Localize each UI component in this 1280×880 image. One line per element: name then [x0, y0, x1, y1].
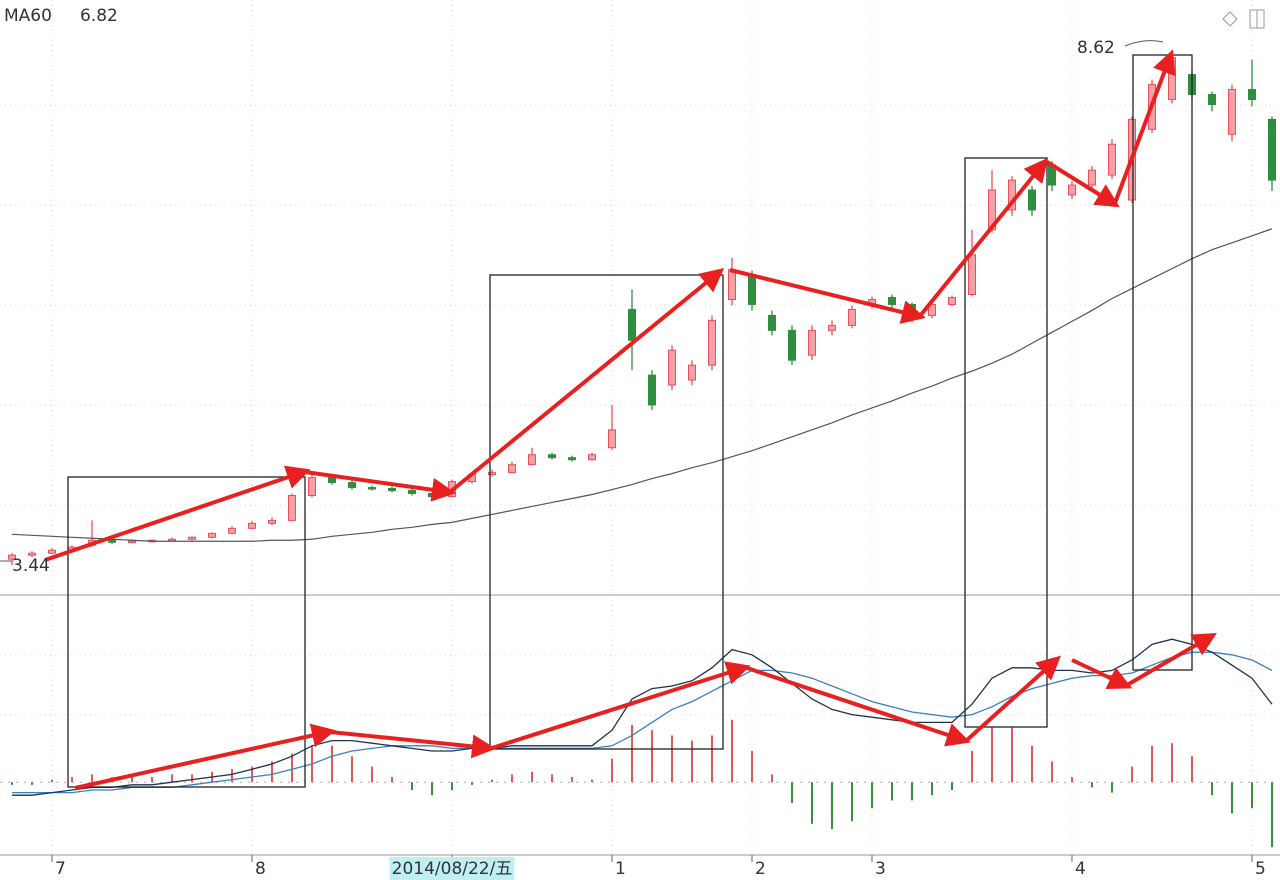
candle-body — [108, 539, 116, 543]
annotation-boxes — [67, 54, 1193, 788]
x-tick-label: 3 — [875, 859, 886, 879]
ma-label: MA60 — [4, 6, 52, 26]
candle-body — [688, 364, 696, 381]
candle-body — [228, 527, 236, 534]
candle-body — [748, 274, 756, 305]
candle-body — [28, 552, 36, 556]
candle-body — [128, 540, 136, 544]
x-tick-highlight — [389, 857, 515, 880]
candle-body — [268, 519, 276, 524]
candle-body — [1168, 57, 1176, 100]
candle-body — [948, 297, 956, 305]
candle-body — [528, 454, 536, 466]
candle-body — [1228, 89, 1236, 135]
candle-body — [168, 538, 176, 542]
high-pointer — [1124, 40, 1164, 47]
toolbar-icons[interactable] — [1222, 9, 1265, 29]
candle-body — [788, 329, 796, 361]
candle-body — [348, 482, 356, 489]
candle-body — [488, 472, 496, 476]
x-tick-label: 1 — [615, 859, 626, 879]
candle-body — [48, 549, 56, 554]
candle-body — [188, 536, 196, 540]
candle-body — [588, 454, 596, 461]
candle-body — [328, 477, 336, 484]
dea-line — [12, 651, 1273, 794]
candle-body — [888, 297, 896, 305]
candle-body — [608, 429, 616, 449]
x-tick-label: 2014/08/22/五 — [392, 859, 513, 879]
candle-body — [1108, 143, 1116, 176]
candle-body — [388, 488, 396, 492]
candle-body — [928, 303, 936, 316]
candle-body — [848, 308, 856, 326]
candle-body — [1208, 94, 1216, 105]
high-label: 8.62 — [1077, 38, 1115, 58]
candle-body — [568, 457, 576, 461]
candle-body — [1268, 118, 1276, 181]
candle-body — [828, 324, 836, 331]
candle-body — [648, 374, 656, 406]
candle-body — [368, 487, 376, 490]
candle-body — [1088, 169, 1096, 186]
low-label: 3.44 — [12, 556, 50, 576]
candle-body — [668, 349, 676, 386]
candle-body — [248, 522, 256, 529]
candle-body — [768, 314, 776, 331]
candle-body — [708, 319, 716, 366]
x-tick-label: 7 — [55, 859, 66, 879]
candle-body — [1248, 89, 1256, 100]
candle-body — [1068, 184, 1076, 196]
candle-body — [808, 329, 816, 356]
x-tick-label: 4 — [1075, 859, 1086, 879]
candle-body — [548, 454, 556, 459]
ma60-line — [11, 228, 1273, 542]
trend-arrows — [44, 49, 1217, 790]
x-tick-label: 8 — [255, 859, 266, 879]
candle-body — [288, 495, 296, 521]
x-tick-label: 2 — [755, 859, 766, 879]
candle-body — [8, 554, 16, 560]
candle-body — [728, 269, 736, 300]
candle-body — [968, 254, 976, 296]
candle-body — [1028, 189, 1036, 211]
candle-body — [628, 308, 636, 341]
x-tick-label: 5 — [1255, 859, 1266, 879]
candle-body — [428, 493, 436, 497]
candle-body — [408, 490, 416, 495]
grid — [0, 104, 1280, 716]
candle-body — [508, 464, 516, 474]
dif-line — [12, 638, 1273, 796]
candle-body — [308, 477, 316, 497]
candle-body — [208, 532, 216, 538]
ma-value: 6.82 — [80, 6, 118, 26]
